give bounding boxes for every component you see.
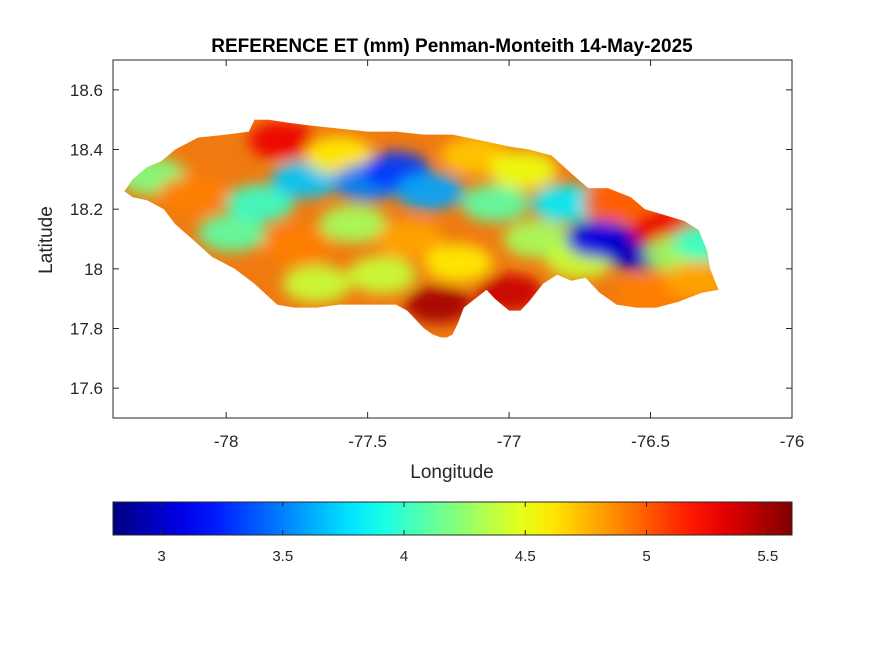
x-tick-label: -76 (780, 432, 805, 451)
y-tick-label: 17.6 (70, 379, 103, 398)
y-axis-label: Latitude (36, 206, 57, 274)
x-tick-label: -78 (214, 432, 239, 451)
y-axis-ticks: 17.6 17.8 18 18.2 18.4 18.6 (70, 81, 792, 398)
et-cluster (531, 184, 600, 223)
colorbar-tick-label: 5.5 (757, 548, 778, 565)
et-cluster (248, 121, 317, 160)
colorbar-tick-label: 3.5 (272, 548, 293, 565)
x-axis-ticks: -78 -77.5 -77 -76.5 -76 (214, 60, 804, 451)
colorbar-tick-label: 3 (157, 548, 165, 565)
plot-axes-frame (112, 59, 793, 419)
colorbar-tick-label: 5 (642, 548, 650, 565)
chart-title: REFERENCE ET (mm) Penman-Monteith 14-May… (211, 36, 693, 57)
colorbar-tick-label: 4.5 (515, 548, 536, 565)
et-cluster (262, 225, 331, 264)
et-cluster (460, 184, 529, 223)
y-tick-label: 17.8 (70, 320, 103, 339)
et-cluster (158, 175, 227, 214)
colorbar-tick-label: 4 (400, 548, 408, 565)
y-tick-label: 18.2 (70, 200, 103, 219)
et-cluster (319, 205, 388, 244)
et-cluster (424, 243, 493, 282)
et-cluster (376, 220, 445, 258)
x-tick-label: -77 (497, 432, 522, 451)
y-tick-label: 18.6 (70, 81, 103, 100)
et-cluster (395, 172, 464, 211)
x-tick-label: -77.5 (348, 432, 387, 451)
colorbar (112, 501, 793, 536)
et-cluster (282, 264, 351, 303)
et-cluster (197, 214, 266, 253)
et-cluster (347, 255, 416, 294)
et-cluster (226, 184, 295, 223)
et-cluster (489, 151, 558, 190)
x-axis-label: Longitude (410, 462, 493, 483)
colorbar-ticks: 3 3.5 4 4.5 5 5.5 (157, 502, 778, 565)
x-tick-label: -76.5 (631, 432, 670, 451)
y-tick-label: 18.4 (70, 141, 103, 160)
et-cluster (404, 285, 473, 324)
y-tick-label: 18 (84, 260, 103, 279)
